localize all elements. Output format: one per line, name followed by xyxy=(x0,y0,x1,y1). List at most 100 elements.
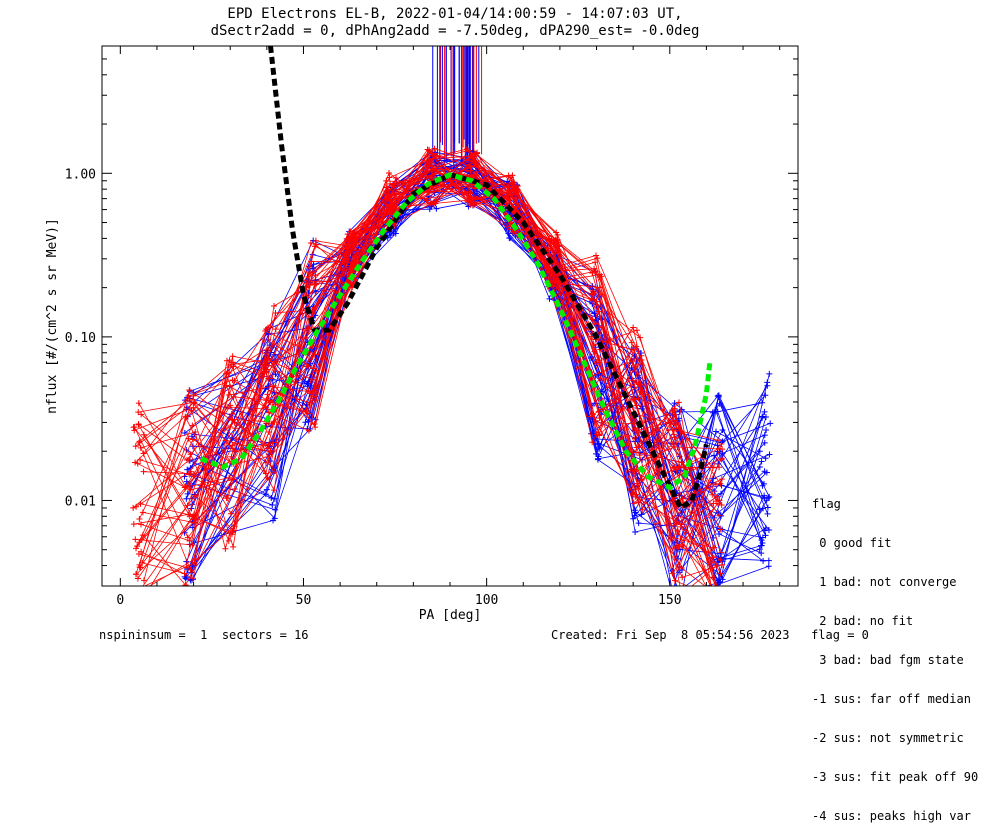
blue-data-point xyxy=(183,495,190,502)
red-data-point xyxy=(311,351,318,358)
red-data-point xyxy=(679,574,686,581)
blue-data-point xyxy=(758,537,765,544)
red-data-point xyxy=(718,476,725,483)
red-data-point xyxy=(588,413,595,420)
x-tick-label: 150 xyxy=(658,593,681,608)
blue-data-point xyxy=(764,510,771,517)
red-data-point xyxy=(713,595,719,601)
red-data-point xyxy=(134,587,140,593)
red-data-point xyxy=(132,443,139,450)
chart-title-line2: dSectr2add = 0, dPhAng2add = -7.50deg, d… xyxy=(210,23,700,39)
red-data-point xyxy=(303,408,310,415)
red-data-point xyxy=(387,196,394,203)
red-data-point xyxy=(134,575,141,582)
red-data-point xyxy=(302,334,309,341)
red-data-point xyxy=(190,404,197,411)
blue-sector-line xyxy=(185,159,765,562)
red-data-point xyxy=(386,203,393,210)
red-data-point xyxy=(350,239,357,246)
red-data-point xyxy=(223,370,230,377)
legend-item-3: 3 bad: bad fgm state xyxy=(812,653,964,667)
red-data-point xyxy=(141,577,148,584)
red-data-point xyxy=(386,170,393,177)
red-data-point xyxy=(596,415,603,422)
blue-data-point xyxy=(269,502,276,509)
blue-data-point xyxy=(671,400,678,407)
red-data-point xyxy=(717,596,723,602)
blue-data-point xyxy=(719,438,726,445)
red-data-point xyxy=(186,396,193,403)
blue-data-point xyxy=(182,575,189,582)
red-sector-line xyxy=(133,174,713,586)
legend-item-0: 0 good fit xyxy=(812,536,892,550)
red-data-point xyxy=(271,487,278,494)
blue-data-point xyxy=(630,515,637,522)
blue-data-point xyxy=(596,440,602,447)
red-data-point xyxy=(347,228,354,235)
legend-item-1: 1 bad: not converge xyxy=(812,575,957,589)
red-data-point xyxy=(717,556,724,563)
legend-item-5: -2 sus: not symmetric xyxy=(812,731,964,745)
red-data-point xyxy=(549,283,556,290)
red-data-point xyxy=(716,596,722,602)
red-data-point xyxy=(719,446,726,453)
red-data-point xyxy=(230,393,237,400)
red-data-point xyxy=(466,147,473,154)
red-data-point xyxy=(272,326,279,333)
red-data-point xyxy=(270,358,277,365)
red-data-point xyxy=(635,395,642,402)
x-tick-label: 50 xyxy=(296,593,312,608)
red-data-point xyxy=(262,359,269,366)
red-data-point xyxy=(589,270,596,277)
red-data-point xyxy=(226,474,233,481)
blue-data-point xyxy=(761,408,768,415)
red-data-point xyxy=(267,449,274,456)
red-data-point xyxy=(139,532,146,539)
blue-sector-line xyxy=(184,155,766,533)
red-data-point xyxy=(187,566,194,573)
red-data-point xyxy=(268,387,275,394)
red-data-point xyxy=(589,316,596,323)
red-data-point xyxy=(137,456,144,463)
red-data-point xyxy=(428,162,435,169)
red-data-point xyxy=(272,439,279,446)
red-data-point xyxy=(467,167,474,174)
red-data-point xyxy=(638,357,645,364)
red-data-point xyxy=(190,575,197,582)
blue-data-point xyxy=(766,493,773,500)
red-data-point xyxy=(266,429,273,436)
red-data-point xyxy=(262,328,269,335)
red-data-point xyxy=(135,551,142,558)
blue-data-point xyxy=(271,495,278,502)
red-data-point xyxy=(718,502,725,509)
red-data-point xyxy=(717,526,724,533)
red-data-point xyxy=(467,202,474,209)
red-data-point xyxy=(554,231,561,238)
red-data-point xyxy=(272,309,279,316)
red-data-point xyxy=(592,252,599,259)
red-data-point xyxy=(130,521,137,528)
red-data-point xyxy=(225,537,232,544)
red-data-point xyxy=(595,408,602,415)
red-data-point xyxy=(668,439,675,446)
blue-data-point xyxy=(632,435,639,442)
red-data-point xyxy=(185,511,192,518)
red-data-point xyxy=(472,168,479,175)
red-data-point xyxy=(512,204,519,211)
red-data-point xyxy=(510,229,517,236)
red-data-point xyxy=(670,431,677,438)
red-data-point xyxy=(679,495,686,502)
red-data-point xyxy=(717,570,724,577)
blue-data-point xyxy=(763,497,770,504)
blue-data-point xyxy=(764,382,771,389)
red-data-point xyxy=(669,570,676,577)
red-data-point xyxy=(630,500,637,507)
red-data-point xyxy=(307,399,314,406)
red-data-point xyxy=(191,399,198,406)
red-data-point xyxy=(271,302,278,309)
red-data-point xyxy=(135,409,142,416)
red-data-point xyxy=(186,386,193,393)
blue-data-point xyxy=(762,392,769,399)
blue-data-point xyxy=(390,229,397,236)
red-data-point xyxy=(589,439,596,446)
